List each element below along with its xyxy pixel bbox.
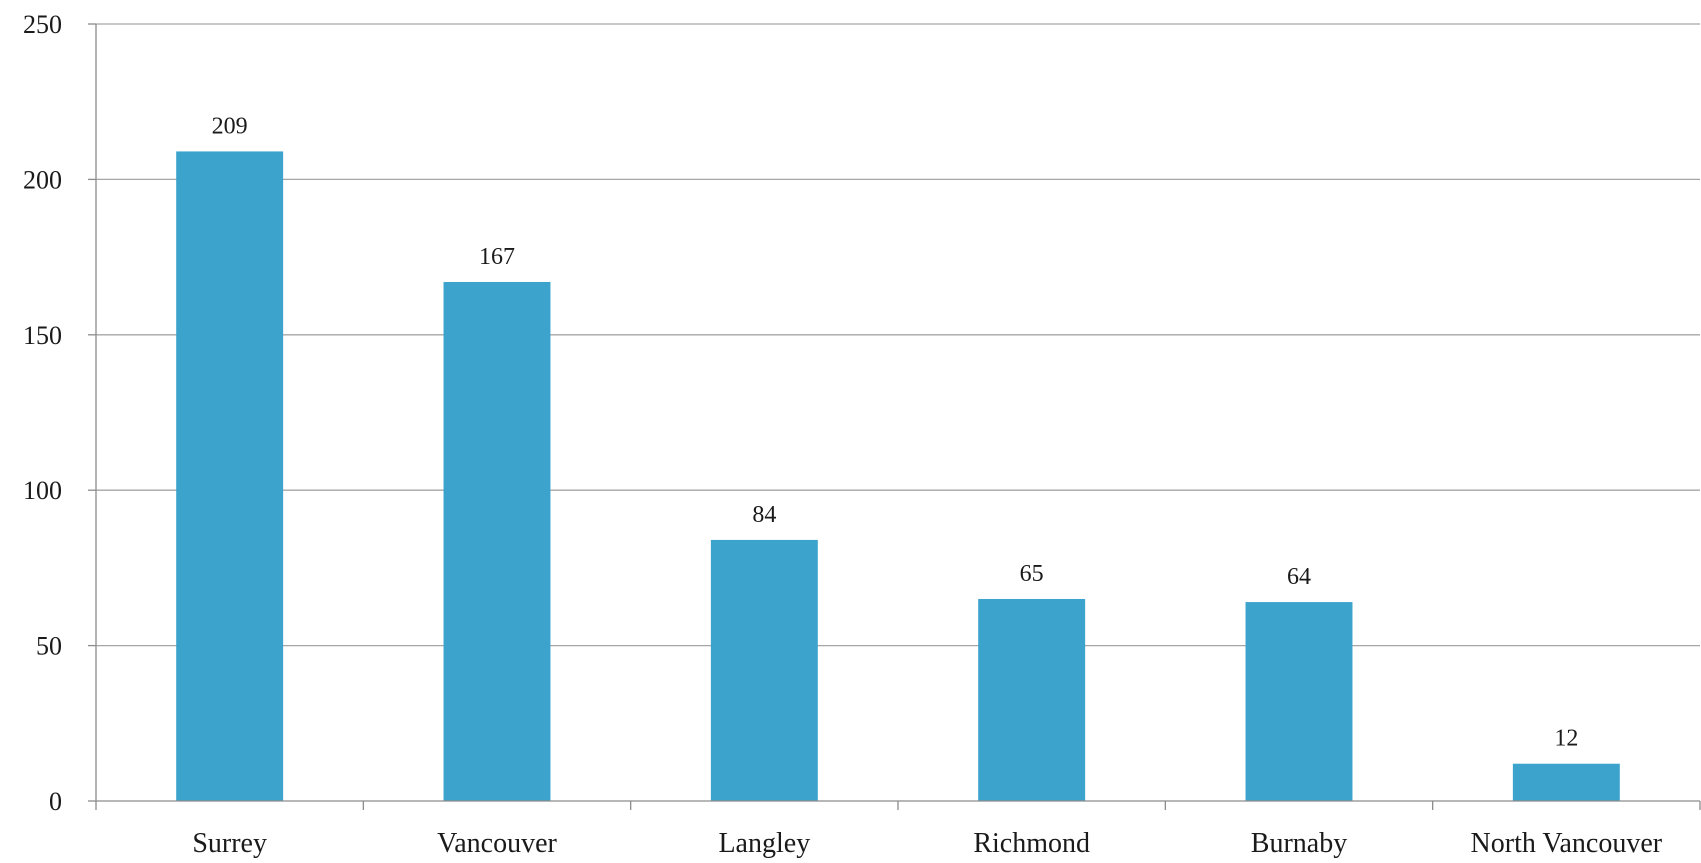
y-tick-label: 150 xyxy=(23,321,62,350)
y-tick-label: 250 xyxy=(23,10,62,39)
bars xyxy=(176,151,1620,802)
x-tick-label: Surrey xyxy=(192,828,267,859)
bar-north-vancouver xyxy=(1512,763,1620,801)
data-label: 64 xyxy=(1287,564,1311,590)
x-tick-label: Burnaby xyxy=(1251,828,1347,859)
data-label: 167 xyxy=(479,244,515,270)
bar-surrey xyxy=(176,151,284,802)
labels: 0 50 100 150 200 250 209 167 84 65 64 12 Surrey Vanco… xyxy=(23,10,1663,859)
data-label: 84 xyxy=(752,502,776,528)
bar-vancouver xyxy=(443,281,551,801)
bar-burnaby xyxy=(1245,602,1353,801)
data-label: 12 xyxy=(1554,726,1578,752)
x-tick-label: Langley xyxy=(718,828,810,859)
x-tick-label: Richmond xyxy=(973,828,1090,859)
y-tick-label: 200 xyxy=(23,165,62,194)
data-label: 209 xyxy=(212,113,248,139)
axes xyxy=(88,23,1701,810)
y-tick-label: 0 xyxy=(49,787,62,816)
gridlines xyxy=(96,23,1700,647)
bar-langley xyxy=(710,539,818,801)
x-tick-label: Vancouver xyxy=(437,828,557,859)
x-tick-label: North Vancouver xyxy=(1471,828,1663,859)
y-tick-label: 50 xyxy=(36,632,62,661)
data-label: 65 xyxy=(1020,561,1044,587)
y-tick-label: 100 xyxy=(23,476,62,505)
bar-richmond xyxy=(978,598,1086,801)
